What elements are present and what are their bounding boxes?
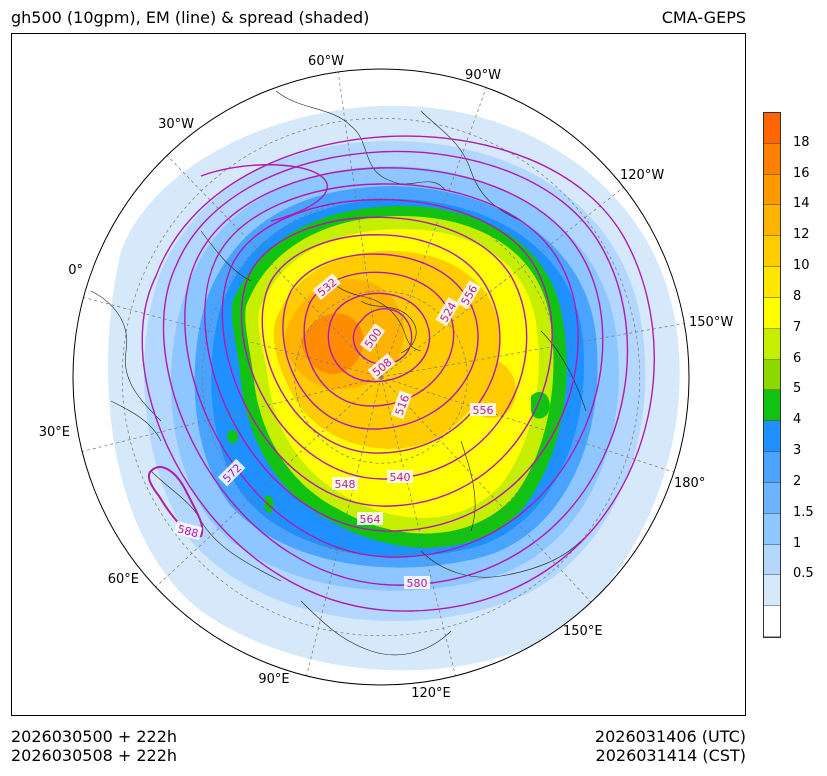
contour-label: 556: [470, 403, 496, 417]
longitude-label: 90°E: [258, 672, 289, 687]
colorbar-tick-label: 1.5: [793, 504, 814, 520]
colorbar-tick-label: 14: [793, 196, 810, 212]
contour-label: 548: [332, 477, 358, 491]
contour-label-text: 540: [390, 471, 411, 484]
contour-label: 580: [404, 576, 430, 590]
colorbar-swatch: [764, 421, 780, 453]
colorbar-tick-label: 1: [793, 535, 802, 551]
colorbar-swatch: [764, 236, 780, 268]
colorbar: [763, 112, 781, 638]
map-frame: 500 508 516 524 532 540 548 556 556 564 572 580 588 …: [11, 33, 746, 716]
height-contours: [141, 135, 655, 612]
height-contour: [327, 292, 431, 383]
colorbar-swatch: [764, 606, 780, 637]
coastline: [330, 280, 422, 352]
colorbar-swatch: [764, 482, 780, 514]
chart-title: gh500 (10gpm), EM (line) & spread (shade…: [11, 8, 370, 27]
colorbar-tick-label: 4: [793, 412, 802, 428]
longitude-label: 60°E: [108, 572, 139, 587]
colorbar-swatch: [764, 575, 780, 607]
init-utc: 2026030500 + 222h: [11, 727, 178, 746]
longitude-label: 150°E: [563, 624, 603, 639]
height-contour: [184, 167, 604, 558]
height-contour: [352, 308, 413, 365]
latitude-circle: [121, 117, 641, 637]
colorbar-tick-label: 10: [793, 258, 810, 274]
height-contour: [162, 150, 629, 586]
spread-layer: [301, 313, 364, 374]
colorbar-tick-label: 5: [793, 381, 802, 397]
valid-time: 2026031406 (UTC) 2026031414 (CST): [595, 727, 746, 765]
colorbar-swatch: [764, 359, 780, 391]
init-time: 2026030500 + 222h 2026030508 + 222h: [11, 727, 177, 765]
longitude-label: 180°: [674, 476, 705, 491]
colorbar-tick-label: 6: [793, 350, 802, 366]
longitude-label: 60°W: [308, 54, 344, 69]
colorbar-swatch: [764, 143, 780, 175]
coastline: [360, 300, 417, 354]
contour-label-text: 588: [176, 522, 200, 540]
height-contour: [282, 253, 479, 430]
coastline: [420, 110, 522, 222]
colorbar-swatch: [764, 544, 780, 576]
colorbar-swatch: [764, 297, 780, 329]
init-cst: 2026030508 + 222h: [11, 746, 178, 765]
longitude-labels: 60°W 90°W 120°W 150°W 180° 150°E 120°E 90°E 60°E…: [39, 54, 734, 701]
colorbar-swatch: [764, 328, 780, 360]
colorbar-swatch: [764, 205, 780, 237]
coastline: [420, 540, 582, 578]
longitude-label: 0°: [68, 263, 83, 278]
coastline: [460, 440, 476, 532]
longitude-label: 120°W: [620, 168, 664, 183]
longitude-label: 30°W: [158, 117, 194, 132]
coastline: [200, 230, 252, 282]
height-contour: [200, 164, 328, 222]
valid-cst: 2026031414 (CST): [595, 746, 746, 765]
latitude-circle: [202, 198, 560, 556]
colorbar-swatch: [764, 113, 780, 144]
coastline: [110, 400, 162, 442]
contour-label-text: 556: [473, 404, 494, 417]
colorbar-tick-label: 7: [793, 319, 802, 335]
colorbar-tick-label: 0.5: [793, 566, 814, 582]
colorbar-tick-label: 8: [793, 288, 802, 304]
coastline: [300, 600, 452, 656]
height-contour: [303, 271, 455, 407]
height-contour: [204, 183, 579, 532]
height-contour: [221, 198, 553, 507]
height-contour: [261, 234, 501, 454]
valid-utc: 2026031406 (UTC): [594, 727, 746, 746]
colorbar-tick-label: 12: [793, 227, 810, 243]
map-boundary: [72, 68, 690, 686]
contour-label-text: 564: [360, 513, 381, 526]
colorbar-swatch: [764, 267, 780, 298]
longitude-label: 30°E: [39, 425, 70, 440]
height-contour: [148, 466, 204, 538]
polar-map: 500508516524532540548556556564572580588 …: [39, 54, 734, 701]
longitude-label: 90°W: [465, 68, 501, 83]
height-contour: [141, 135, 655, 612]
model-name: CMA-GEPS: [661, 8, 746, 27]
colorbar-swatch: [764, 513, 780, 545]
colorbar-tick-label: 2: [793, 473, 802, 489]
longitude-label: 150°W: [689, 315, 733, 330]
longitude-label: 120°E: [411, 686, 451, 701]
colorbar-swatch: [764, 390, 780, 422]
colorbar-tick-label: 3: [793, 443, 802, 459]
contour-label-text: 548: [335, 478, 356, 491]
spread-layer: [227, 430, 238, 444]
coastline: [90, 290, 162, 422]
colorbar-swatch: [764, 452, 780, 483]
colorbar-tick-label: 18: [793, 134, 810, 150]
colorbar-swatch: [764, 174, 780, 206]
coastline: [540, 330, 587, 412]
spread-layer: [531, 391, 550, 419]
contour-label-text: 580: [407, 577, 428, 590]
colorbar-tick-label: 16: [793, 165, 810, 181]
contour-label: 540: [387, 470, 413, 484]
height-contour: [240, 216, 528, 480]
contour-label: 564: [357, 512, 383, 526]
